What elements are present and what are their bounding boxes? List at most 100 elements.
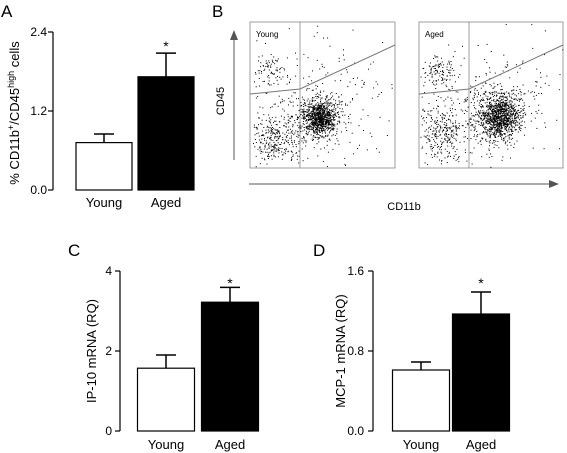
flow-event-dot <box>298 143 300 145</box>
flow-event-dot <box>506 100 508 101</box>
flow-event-dot <box>426 142 428 144</box>
flow-event-dot <box>470 112 472 114</box>
flow-event-dot <box>439 66 440 67</box>
flow-event-dot <box>316 112 318 114</box>
flow-event-dot <box>304 117 306 119</box>
flow-event-dot <box>431 73 433 75</box>
flow-event-dot <box>464 149 466 151</box>
flow-event-dot <box>312 109 314 111</box>
flow-event-dot <box>281 142 282 144</box>
flow-event-dot <box>503 92 504 94</box>
flow-event-dot <box>441 152 443 154</box>
flow-event-dot <box>500 106 502 108</box>
flow-event-dot <box>470 129 472 131</box>
flow-event-dot <box>333 123 334 125</box>
flow-event-dot <box>509 126 511 128</box>
flow-event-dot <box>448 127 450 129</box>
flow-event-dot <box>501 107 503 109</box>
flow-event-dot <box>491 119 493 121</box>
flow-event-dot <box>320 102 322 104</box>
flow-event-dot <box>436 121 438 123</box>
flow-event-dot <box>489 126 491 128</box>
flow-event-dot <box>498 116 500 118</box>
flow-event-dot <box>450 97 452 99</box>
flow-event-dot <box>432 147 433 149</box>
flow-event-dot <box>268 114 270 116</box>
flow-event-dot <box>518 105 519 107</box>
flow-event-dot <box>474 89 476 91</box>
flow-event-dot <box>522 116 524 118</box>
flow-event-dot <box>441 142 443 144</box>
flow-event-dot <box>305 105 307 107</box>
flow-event-dot <box>498 110 499 112</box>
flow-event-dot <box>495 118 497 120</box>
flow-event-dot <box>495 127 496 129</box>
panel-letter-a: A <box>1 2 13 21</box>
flow-event-dot <box>319 113 321 115</box>
flow-event-dot <box>270 84 272 86</box>
flow-event-dot <box>505 128 507 130</box>
flow-event-dot <box>479 112 481 114</box>
flow-event-dot <box>303 53 305 55</box>
flow-event-dot <box>442 119 444 121</box>
flow-event-dot <box>277 129 279 131</box>
flow-event-dot <box>504 137 506 139</box>
flow-event-dot <box>444 105 446 107</box>
flow-event-dot <box>427 131 429 133</box>
flow-event-dot <box>476 89 478 91</box>
flow-event-dot <box>318 137 320 139</box>
flow-event-dot <box>449 137 451 139</box>
flow-event-dot <box>508 129 510 131</box>
flow-event-dot <box>323 116 325 118</box>
flow-event-dot <box>318 128 320 130</box>
flow-event-dot <box>497 84 499 85</box>
flow-event-dot <box>315 110 317 112</box>
flow-event-dot <box>264 68 266 70</box>
flow-event-dot <box>323 107 325 109</box>
flow-event-dot <box>487 116 489 118</box>
flow-event-dot <box>520 110 522 112</box>
flow-event-dot <box>337 120 339 122</box>
flow-event-dot <box>448 139 450 141</box>
flow-event-dot <box>273 74 275 75</box>
flow-event-dot <box>315 121 317 123</box>
flow-event-dot <box>491 120 493 121</box>
flow-event-dot <box>496 126 497 128</box>
flow-event-dot <box>255 72 256 74</box>
flow-event-dot <box>492 118 494 120</box>
flow-event-dot <box>308 88 310 90</box>
flow-event-dot <box>299 125 300 127</box>
flow-event-dot <box>499 122 500 124</box>
flow-event-dot <box>445 84 447 86</box>
flow-event-dot <box>260 123 262 125</box>
flow-event-dot <box>455 159 457 161</box>
flow-event-dot <box>276 79 278 81</box>
flow-event-dot <box>524 121 526 123</box>
flow-event-dot <box>327 121 329 123</box>
flow-plot-frame-aged <box>418 21 564 169</box>
flow-event-dot <box>498 104 500 106</box>
flow-event-dot <box>320 108 322 110</box>
flow-event-dot <box>335 100 337 102</box>
flow-event-dot <box>320 113 322 115</box>
flow-event-dot <box>321 130 323 132</box>
flow-event-dot <box>354 84 356 86</box>
flow-event-dot <box>286 83 288 85</box>
flow-event-dot <box>446 134 448 136</box>
flow-event-dot <box>302 130 304 132</box>
flow-event-dot <box>321 66 323 68</box>
flow-event-dot <box>265 92 267 94</box>
flow-event-dot <box>481 156 483 158</box>
flow-event-dot <box>430 154 432 156</box>
flow-event-dot <box>519 112 521 114</box>
flow-event-dot <box>279 133 281 135</box>
flow-event-dot <box>261 135 263 136</box>
flow-event-dot <box>334 125 336 127</box>
flow-event-dot <box>264 80 265 82</box>
flow-event-dot <box>484 112 486 114</box>
flow-event-dot <box>499 108 501 110</box>
flow-event-dot <box>320 91 322 93</box>
flow-event-dot <box>368 68 369 70</box>
flow-event-dot <box>290 132 292 134</box>
flow-event-dot <box>339 108 341 109</box>
